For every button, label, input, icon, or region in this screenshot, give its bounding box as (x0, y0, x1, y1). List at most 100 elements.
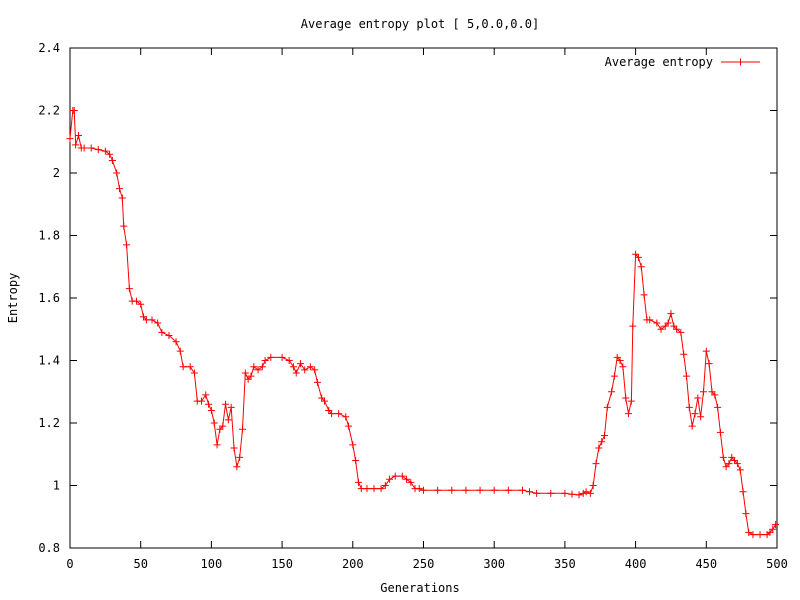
data-point-marker (504, 486, 512, 494)
data-point-marker (154, 319, 162, 327)
data-point-marker (66, 135, 74, 143)
y-tick-label: 1 (53, 479, 60, 493)
data-point-marker (278, 353, 286, 361)
y-tick-label: 2 (53, 166, 60, 180)
data-point-marker (733, 460, 741, 468)
data-point-marker (190, 369, 198, 377)
data-point-marker (769, 525, 777, 533)
data-point-marker (622, 394, 630, 402)
data-point-marker (627, 397, 635, 405)
data-point-marker (603, 403, 611, 411)
y-tick-label: 2.4 (38, 41, 60, 55)
data-point-marker (335, 410, 343, 418)
data-point-marker (186, 363, 194, 371)
data-point-marker (640, 291, 648, 299)
data-point-marker (250, 363, 258, 371)
data-point-marker (533, 489, 541, 497)
data-point-marker (198, 397, 206, 405)
data-point-marker (518, 486, 526, 494)
data-point-marker (683, 372, 691, 380)
y-tick-label: 1.8 (38, 229, 60, 243)
data-point-marker (213, 441, 221, 449)
data-point-marker (205, 400, 213, 408)
data-point-marker (742, 510, 750, 518)
data-point-marker (434, 486, 442, 494)
data-point-marker (714, 403, 722, 411)
data-point-marker (285, 357, 293, 364)
data-point-marker (697, 413, 705, 421)
data-point-marker (725, 460, 733, 468)
data-point-marker (595, 444, 603, 452)
data-point-marker (653, 319, 661, 327)
x-tick-label: 200 (342, 557, 364, 571)
y-tick-label: 2.2 (38, 104, 60, 118)
data-point-marker (219, 422, 227, 430)
x-tick-label: 150 (271, 557, 293, 571)
data-point-marker (582, 488, 590, 496)
data-point-marker (120, 222, 128, 230)
data-point-marker (415, 485, 423, 493)
data-point-marker (321, 397, 329, 405)
y-tick-label: 1.4 (38, 354, 60, 368)
data-point-marker (247, 372, 255, 380)
data-point-marker (391, 472, 399, 480)
data-point-marker (165, 332, 173, 339)
data-point-marker (673, 325, 681, 333)
data-point-marker (381, 482, 389, 489)
data-point-marker (772, 521, 780, 529)
chart-title: Average entropy plot [ 5,0.0,0.0] (301, 17, 539, 31)
data-point-marker (125, 285, 133, 293)
data-point-marker (313, 378, 321, 386)
data-point-marker (370, 485, 378, 493)
data-point-marker (526, 488, 534, 496)
data-point-marker (241, 369, 249, 377)
data-point-marker (179, 363, 187, 371)
data-point-marker (349, 441, 357, 449)
data-point-marker (667, 310, 675, 318)
data-point-marker (634, 253, 642, 261)
y-axis-label: Entropy (6, 273, 20, 324)
data-point-marker (261, 357, 269, 364)
x-tick-label: 0 (66, 557, 73, 571)
data-point-marker (352, 457, 360, 464)
data-point-marker (610, 372, 618, 380)
data-point-marker (176, 347, 184, 355)
data-point-marker (328, 410, 336, 418)
data-point-marker (108, 157, 116, 164)
data-point-marker (172, 338, 180, 346)
y-tick-label: 1.6 (38, 291, 60, 305)
data-point-marker (210, 419, 218, 427)
legend-sample (721, 58, 760, 66)
data-point-marker (756, 531, 764, 539)
data-point-marker (657, 325, 665, 333)
data-point-marker (301, 366, 309, 374)
data-point-marker (101, 147, 109, 155)
data-point-marker (664, 319, 672, 327)
data-point-marker (637, 263, 645, 271)
data-point-marker (363, 485, 371, 493)
data-point-marker (448, 486, 456, 494)
series-average-entropy (66, 107, 780, 539)
data-point-marker (699, 388, 707, 396)
data-point-marker (386, 475, 394, 483)
data-point-marker (711, 391, 719, 399)
y-axis: 0.8 1 1.2 1.4 1.6 1.8 2 2.2 2.4 (38, 41, 777, 555)
data-point-marker (311, 366, 319, 374)
data-point-marker (296, 360, 304, 368)
data-point-marker (258, 363, 266, 371)
data-point-marker (625, 410, 633, 418)
data-point-marker (462, 486, 470, 494)
data-point-marker (106, 150, 114, 158)
x-tick-label: 300 (483, 557, 505, 571)
data-point-marker (702, 347, 710, 355)
data-point-marker (202, 391, 210, 399)
data-point-marker (716, 428, 724, 436)
data-point-marker (680, 350, 688, 358)
x-tick-label: 350 (554, 557, 576, 571)
plot-area-border (69, 47, 778, 549)
data-point-marker (227, 403, 235, 411)
data-point-marker (608, 388, 616, 396)
data-point-marker (736, 466, 744, 474)
data-point-marker (398, 472, 406, 480)
x-axis: 0 50 100 150 200 250 300 350 400 450 500 (66, 48, 788, 571)
